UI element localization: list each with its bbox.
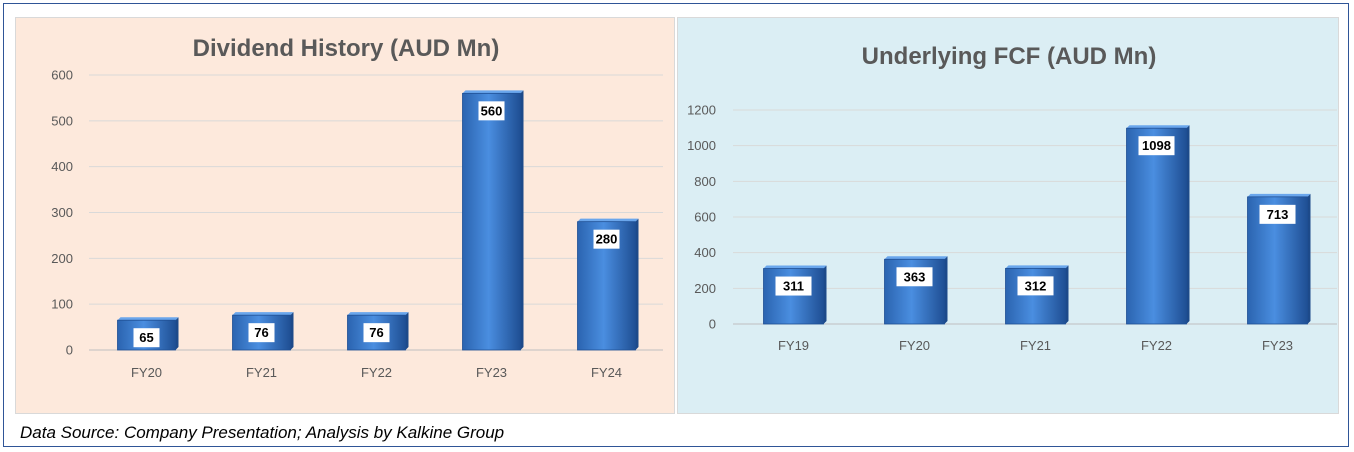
x-tick-label: FY22 [1141,338,1172,353]
data-label: 311 [783,279,804,294]
dividend-history-chart: Dividend History (AUD Mn) 0 100 200 300 400 50… [51,35,663,380]
x-tick-label: FY23 [476,365,507,380]
data-label-box [478,101,505,121]
y-tick-label: 1000 [687,138,716,153]
figure-frame: Dividend History (AUD Mn) 0 100 200 300 400 50… [3,3,1349,447]
data-label: 713 [1267,207,1289,222]
y-tick-label: 400 [51,159,73,174]
data-label: 560 [481,103,503,118]
bar-side [520,90,524,350]
data-label: 1098 [1142,138,1171,153]
y-tick-label: 500 [51,113,73,128]
x-tick-label: FY23 [1262,338,1293,353]
bar-side [944,256,948,324]
data-label: 312 [1025,278,1047,293]
x-tick-label: FY24 [591,365,622,380]
x-tick-label: FY21 [1020,338,1051,353]
data-label-box [593,229,620,249]
y-tick-label: 0 [66,343,73,358]
data-label: 76 [369,325,383,340]
x-tick-label: FY22 [361,365,392,380]
bar-top [117,317,179,321]
bar-top [347,312,409,316]
bar-top [763,265,827,269]
y-tick-label: 600 [694,210,716,225]
underlying-fcf-chart-panel: Underlying FCF (AUD Mn) 0 200 400 600 800 1000… [677,17,1339,414]
dividend-history-chart-panel: Dividend History (AUD Mn) 0 100 200 300 400 50… [15,17,675,414]
bar-top [884,256,948,260]
data-label-box [1017,276,1054,296]
data-label-box [1138,136,1175,156]
bar-side [1307,193,1311,324]
data-source-note: Data Source: Company Presentation; Analy… [20,423,505,442]
bar [462,92,521,351]
bar-side [1186,125,1190,324]
bar-top [1005,265,1069,269]
bar-side [1065,265,1069,324]
chart-title: Underlying FCF (AUD Mn) [862,43,1157,70]
bar-top [462,90,524,94]
y-tick-label: 600 [51,68,73,83]
bar-top [1126,125,1190,129]
bar-top [1247,193,1311,197]
data-label-box [248,323,275,343]
y-tick-label: 800 [694,174,716,189]
data-label-box [363,323,390,343]
data-label-box [775,276,812,296]
data-label: 280 [596,232,618,247]
data-label: 363 [904,269,926,284]
data-label-box [1259,204,1296,224]
data-label-box [133,328,160,348]
x-tick-label: FY20 [899,338,930,353]
bar [577,221,636,351]
x-tick-label: FY20 [131,365,162,380]
y-tick-label: 1200 [687,103,716,118]
chart-title: Dividend History (AUD Mn) [193,35,500,62]
bar [1126,127,1187,325]
y-tick-label: 300 [51,205,73,220]
data-label-box [896,267,933,287]
data-label: 65 [139,330,153,345]
bar-side [175,317,179,350]
y-tick-label: 400 [694,245,716,260]
bar-top [232,312,294,316]
bar-side [635,218,639,350]
y-tick-label: 100 [51,297,73,312]
bar-side [405,312,409,350]
y-tick-label: 200 [51,251,73,266]
x-tick-label: FY19 [778,338,809,353]
bar-side [823,265,827,324]
data-label: 76 [254,325,268,340]
x-tick-label: FY21 [246,365,277,380]
y-tick-label: 0 [709,317,716,332]
bar-top [577,218,639,222]
bar-side [290,312,294,350]
underlying-fcf-chart: Underlying FCF (AUD Mn) 0 200 400 600 800 1000… [687,43,1337,353]
y-tick-label: 200 [694,281,716,296]
